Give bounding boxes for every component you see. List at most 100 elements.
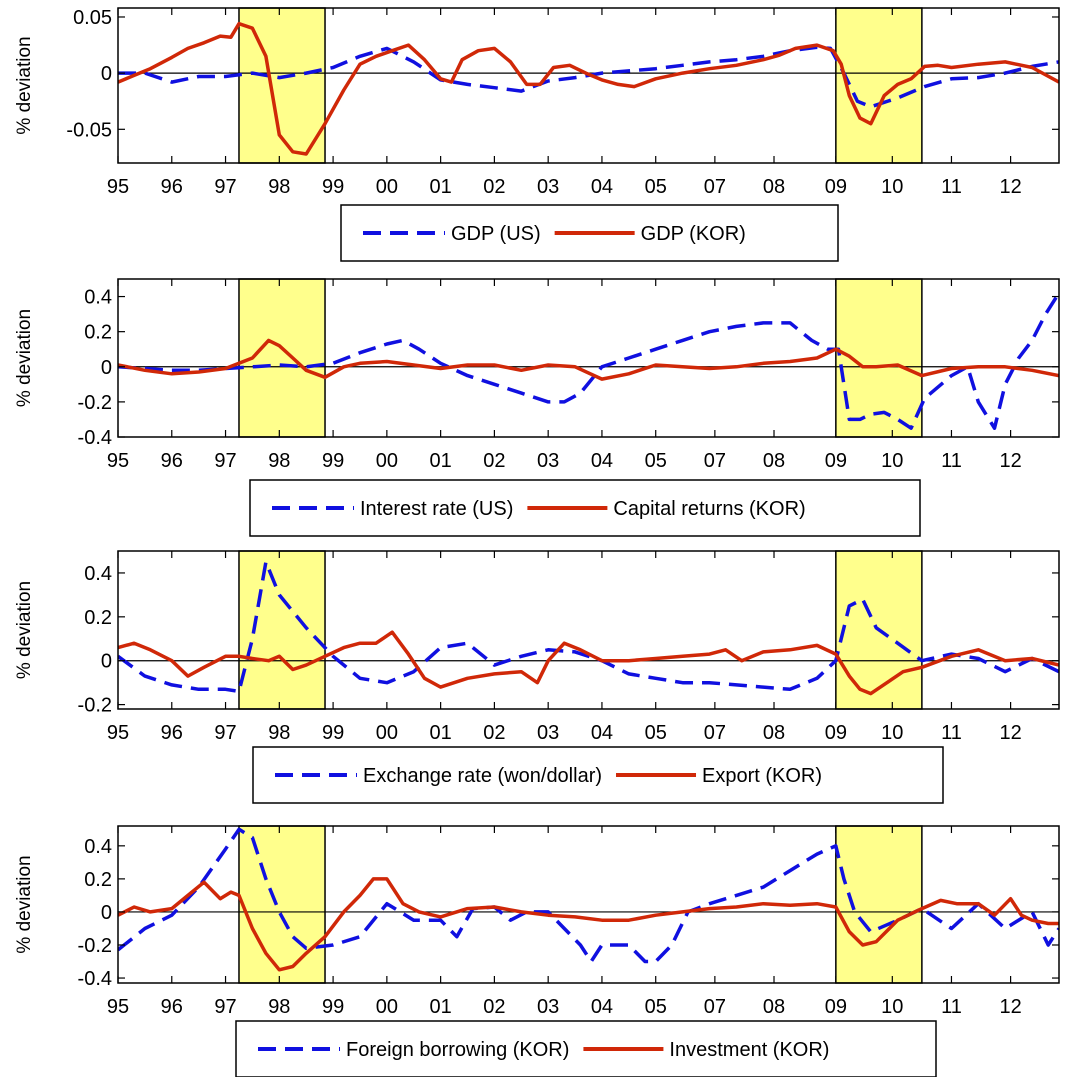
series-line-2: [118, 630, 1059, 696]
y-axis-label: % deviation: [14, 309, 35, 407]
series-line-2: [118, 338, 1059, 381]
y-tick-label: 0.2: [84, 322, 112, 344]
x-tick-label: 99: [322, 176, 344, 198]
legend: GDP (US) GDP (KOR): [340, 204, 839, 262]
x-tick-label: 00: [376, 450, 398, 472]
shaded-period: [835, 7, 923, 164]
plot-area: [118, 560, 1059, 696]
y-tick-label: 0.4: [84, 836, 112, 858]
x-tick-label: 03: [537, 996, 559, 1018]
axes-box: [117, 278, 1060, 438]
x-tick-label: 07: [704, 176, 726, 198]
x-tick-label: 10: [881, 176, 903, 198]
x-tick-label: 99: [322, 996, 344, 1018]
series-line-2: [118, 877, 1059, 972]
x-tick-label: 96: [161, 176, 183, 198]
x-tick-label: 01: [430, 722, 452, 744]
x-tick-label: 10: [881, 722, 903, 744]
shaded-period: [238, 550, 326, 710]
legend-label: GDP (US): [451, 223, 541, 245]
y-tick-label: 0.05: [73, 7, 112, 29]
x-tick-label: 12: [999, 450, 1021, 472]
x-tick-label: 07: [704, 450, 726, 472]
x-tick-label: 00: [376, 722, 398, 744]
series-line-2: [118, 21, 1059, 156]
x-tick-label: 12: [999, 722, 1021, 744]
x-tick-label: 03: [537, 722, 559, 744]
x-tick-label: 98: [268, 450, 290, 472]
series-line-1: [118, 45, 1059, 109]
chart-panel-1: -0.05 0 0.05 95 96 97 98 99 00 01 02 03 04 05 07 08 09 10…: [14, 7, 1060, 262]
x-tick-label: 08: [763, 996, 785, 1018]
axes-box: [117, 550, 1060, 710]
x-tick-label: 09: [825, 450, 847, 472]
x-tick-label: 99: [322, 450, 344, 472]
legend: Exchange rate (won/dollar) Export (KOR): [252, 746, 944, 804]
x-tick-label: 97: [214, 450, 236, 472]
y-axis-label: % deviation: [14, 36, 35, 134]
x-tick-label: 96: [161, 996, 183, 1018]
x-tick-label: 09: [825, 996, 847, 1018]
x-tick-label: 97: [214, 722, 236, 744]
legend-label: Investment (KOR): [669, 1039, 829, 1061]
x-tick-label: 01: [430, 450, 452, 472]
x-tick-label: 02: [483, 450, 505, 472]
x-tick-label: 00: [376, 996, 398, 1018]
x-tick-label: 12: [999, 996, 1021, 1018]
x-tick-label: 98: [268, 176, 290, 198]
legend-label: Export (KOR): [702, 765, 822, 787]
x-tick-label: 09: [825, 176, 847, 198]
x-tick-label: 10: [881, 450, 903, 472]
plot-area: [118, 827, 1059, 972]
x-tick-label: 08: [763, 722, 785, 744]
series-line-1: [118, 827, 1059, 964]
axes-box: [117, 825, 1060, 984]
axes-box: [117, 7, 1060, 164]
x-tick-label: 11: [941, 996, 962, 1018]
x-tick-label: 07: [704, 722, 726, 744]
shaded-period: [835, 825, 923, 984]
x-tick-label: 97: [214, 996, 236, 1018]
legend-label: Interest rate (US): [360, 498, 513, 520]
x-tick-label: 12: [999, 176, 1021, 198]
legend-label: Capital returns (KOR): [613, 498, 805, 520]
legend-label: Exchange rate (won/dollar): [363, 765, 602, 787]
x-tick-label: 00: [376, 176, 398, 198]
series-line-1: [118, 292, 1059, 430]
x-tick-label: 05: [645, 996, 667, 1018]
x-tick-label: 02: [483, 996, 505, 1018]
y-tick-label: 0.4: [84, 563, 112, 585]
x-tick-label: 95: [107, 722, 129, 744]
y-tick-label: 0: [101, 651, 112, 673]
x-tick-label: 11: [941, 722, 962, 744]
chart-panel-3: -0.2 0 0.2 0.4 95 96 97 98 99 00 01 02 03 04 05 07 08 09 1…: [14, 550, 1060, 804]
x-tick-label: 97: [214, 176, 236, 198]
y-tick-label: -0.05: [66, 119, 112, 141]
x-tick-label: 05: [645, 722, 667, 744]
y-tick-label: 0: [101, 63, 112, 85]
x-tick-label: 04: [591, 450, 613, 472]
x-tick-label: 08: [763, 176, 785, 198]
chart-panel-2: -0.4 -0.2 0 0.2 0.4 95 96 97 98 99 00 01 02 03 04 05 07 0…: [14, 278, 1060, 537]
x-tick-label: 96: [161, 722, 183, 744]
chart-panel-4: -0.4 -0.2 0 0.2 0.4 95 96 97 98 99 00 01 02 03 04 05 07 0…: [14, 825, 1060, 1077]
x-tick-label: 11: [941, 450, 962, 472]
x-tick-label: 09: [825, 722, 847, 744]
y-tick-label: -0.2: [78, 695, 112, 717]
x-tick-label: 98: [268, 996, 290, 1018]
y-axis-label: % deviation: [14, 855, 35, 953]
series-line-1: [118, 560, 1059, 694]
legend: Foreign borrowing (KOR) Investment (KOR): [235, 1020, 937, 1077]
y-tick-label: 0.2: [84, 607, 112, 629]
x-tick-label: 02: [483, 722, 505, 744]
shaded-period: [238, 825, 326, 984]
y-tick-label: -0.2: [78, 392, 112, 414]
x-tick-label: 99: [322, 722, 344, 744]
x-tick-label: 05: [645, 450, 667, 472]
x-tick-label: 95: [107, 996, 129, 1018]
x-tick-label: 03: [537, 450, 559, 472]
x-tick-label: 03: [537, 176, 559, 198]
x-tick-label: 04: [591, 996, 613, 1018]
x-tick-label: 11: [941, 176, 962, 198]
